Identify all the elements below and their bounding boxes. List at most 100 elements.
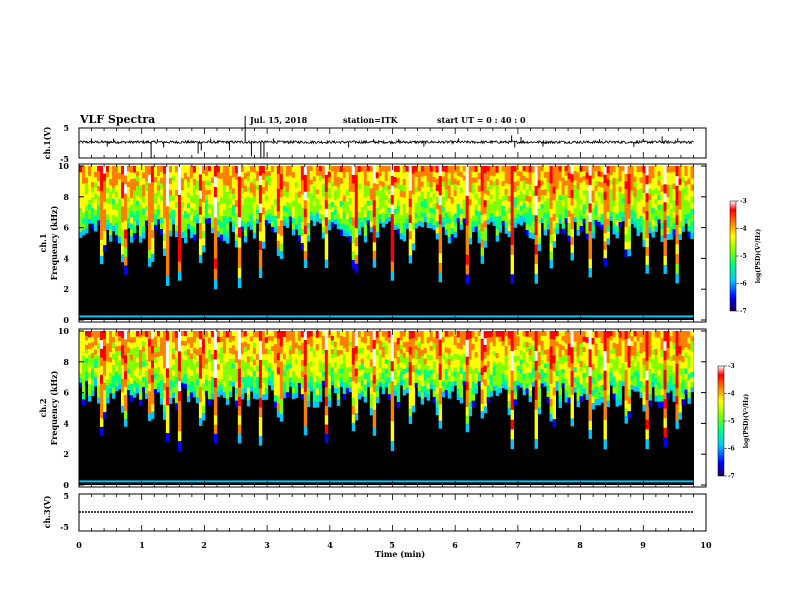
spectrogram-cell — [613, 354, 616, 360]
spectrogram-cell — [649, 388, 652, 395]
spectrogram-cell — [649, 172, 652, 178]
spectrogram-cell — [466, 166, 469, 176]
spectrogram-cell — [313, 216, 316, 221]
spectrogram-cell — [472, 331, 475, 338]
spectrogram-cell — [328, 375, 331, 382]
spectrogram-cell — [505, 211, 508, 217]
spectrogram-cell — [568, 185, 571, 192]
spectrogram-cell — [607, 238, 610, 245]
spectrogram-cell — [406, 382, 409, 388]
spectrogram-cell — [361, 369, 364, 375]
spectrogram-cell — [529, 220, 532, 226]
ch1-frequency-ylabel: Frequency (kHz) — [49, 205, 59, 280]
spectrogram-cell — [160, 229, 163, 235]
spectrogram-cell — [652, 172, 655, 178]
spectrogram-cell — [103, 404, 106, 412]
spectrogram-cell — [649, 375, 652, 382]
spectrogram-cell — [298, 178, 301, 185]
spectrogram-cell — [100, 199, 103, 208]
spectrogram-cell — [283, 387, 286, 393]
spectrogram-cell — [94, 193, 97, 199]
spectrogram-cell — [334, 388, 337, 394]
spectrogram-cell — [202, 383, 205, 391]
spectrogram-cell — [235, 375, 238, 382]
spectrogram-cell — [286, 186, 289, 192]
spectrogram-cell — [637, 381, 640, 386]
spectrogram-cell — [553, 395, 556, 403]
spectrogram-cell — [211, 371, 214, 377]
spectrogram-cell — [421, 361, 424, 368]
spectrogram-cell — [235, 207, 238, 214]
spectrogram-cell — [358, 376, 361, 382]
spectrogram-cell — [598, 206, 601, 211]
spectrogram-cell — [307, 204, 310, 211]
spectrogram-cell — [100, 366, 103, 375]
spectrogram-cell — [322, 196, 325, 202]
spectrogram-cell — [463, 340, 466, 345]
spectrogram-cell — [687, 178, 690, 184]
ch1-ytick-top: 5 — [63, 123, 69, 133]
spectrogram-cell — [448, 224, 451, 231]
spectrogram-cell — [547, 385, 550, 391]
spectrogram-cell — [175, 403, 178, 410]
spectrogram-cell — [505, 200, 508, 206]
spectrogram-cell — [103, 346, 106, 354]
spectrogram-cell — [526, 201, 529, 207]
spectrogram-cell — [367, 336, 370, 341]
spectrogram-cell — [637, 224, 640, 230]
spectrogram-cell — [352, 389, 355, 398]
spectrogram-cell — [328, 198, 331, 204]
spectrogram-cell — [541, 350, 544, 355]
spectrogram-cell — [364, 204, 367, 211]
spectrogram-cell — [118, 350, 121, 355]
spectrogram-cell — [406, 171, 409, 177]
spectrogram-cell — [202, 361, 205, 369]
spectrogram-cell — [262, 207, 265, 214]
spectrogram-cell — [97, 195, 100, 200]
spectrogram-cell — [574, 185, 577, 190]
spectrogram-cell — [352, 251, 355, 260]
spectrogram-cell — [418, 342, 421, 348]
spectrogram-cell — [169, 349, 172, 355]
spectrogram-cell — [160, 217, 163, 223]
spectrogram-cell — [361, 380, 364, 386]
spectrogram-cell — [391, 233, 394, 243]
spectrogram-cell — [669, 178, 672, 185]
spectrogram-cell — [343, 224, 346, 230]
spectrogram-cell — [112, 337, 115, 343]
spectrogram-cell — [598, 181, 601, 186]
spectrogram-cell — [322, 178, 325, 184]
spectrogram-cell — [580, 337, 583, 343]
spectrogram-cell — [532, 345, 535, 350]
spectrogram-cell — [127, 347, 130, 353]
spectrogram-cell — [163, 233, 166, 241]
spectrogram-cell — [598, 356, 601, 363]
spectrogram-cell — [253, 342, 256, 348]
spectrogram-cell — [556, 346, 559, 351]
spectrogram-cell — [334, 205, 337, 210]
spectrogram-cell — [175, 219, 178, 225]
spectrogram-cell — [660, 229, 663, 236]
spectrogram-cell — [103, 338, 106, 346]
ytick-label-1: 2 — [63, 284, 69, 294]
spectrogram-cell — [97, 190, 100, 195]
spectrogram-cell — [577, 189, 580, 195]
spectrogram-cell — [310, 346, 313, 351]
spectrogram-cell — [681, 220, 684, 226]
spectrogram-cell — [130, 198, 133, 205]
spectrogram-cell — [79, 345, 82, 350]
spectrogram-cell — [457, 175, 460, 180]
spectrogram-cell — [286, 370, 289, 376]
spectrogram-cell — [436, 172, 439, 178]
spectrogram-cell — [663, 370, 666, 380]
spectrogram-cell — [499, 199, 502, 205]
spectrogram-cell — [511, 390, 514, 400]
spectrogram-cell — [523, 347, 526, 353]
spectrogram-cell — [421, 355, 424, 362]
spectrogram-cell — [654, 204, 657, 210]
spectrogram-cell — [106, 166, 109, 172]
spectrogram-cell — [583, 214, 586, 219]
spectrogram-cell — [151, 254, 154, 262]
spectrogram-cell — [678, 331, 681, 339]
spectrogram-cell — [535, 205, 538, 215]
